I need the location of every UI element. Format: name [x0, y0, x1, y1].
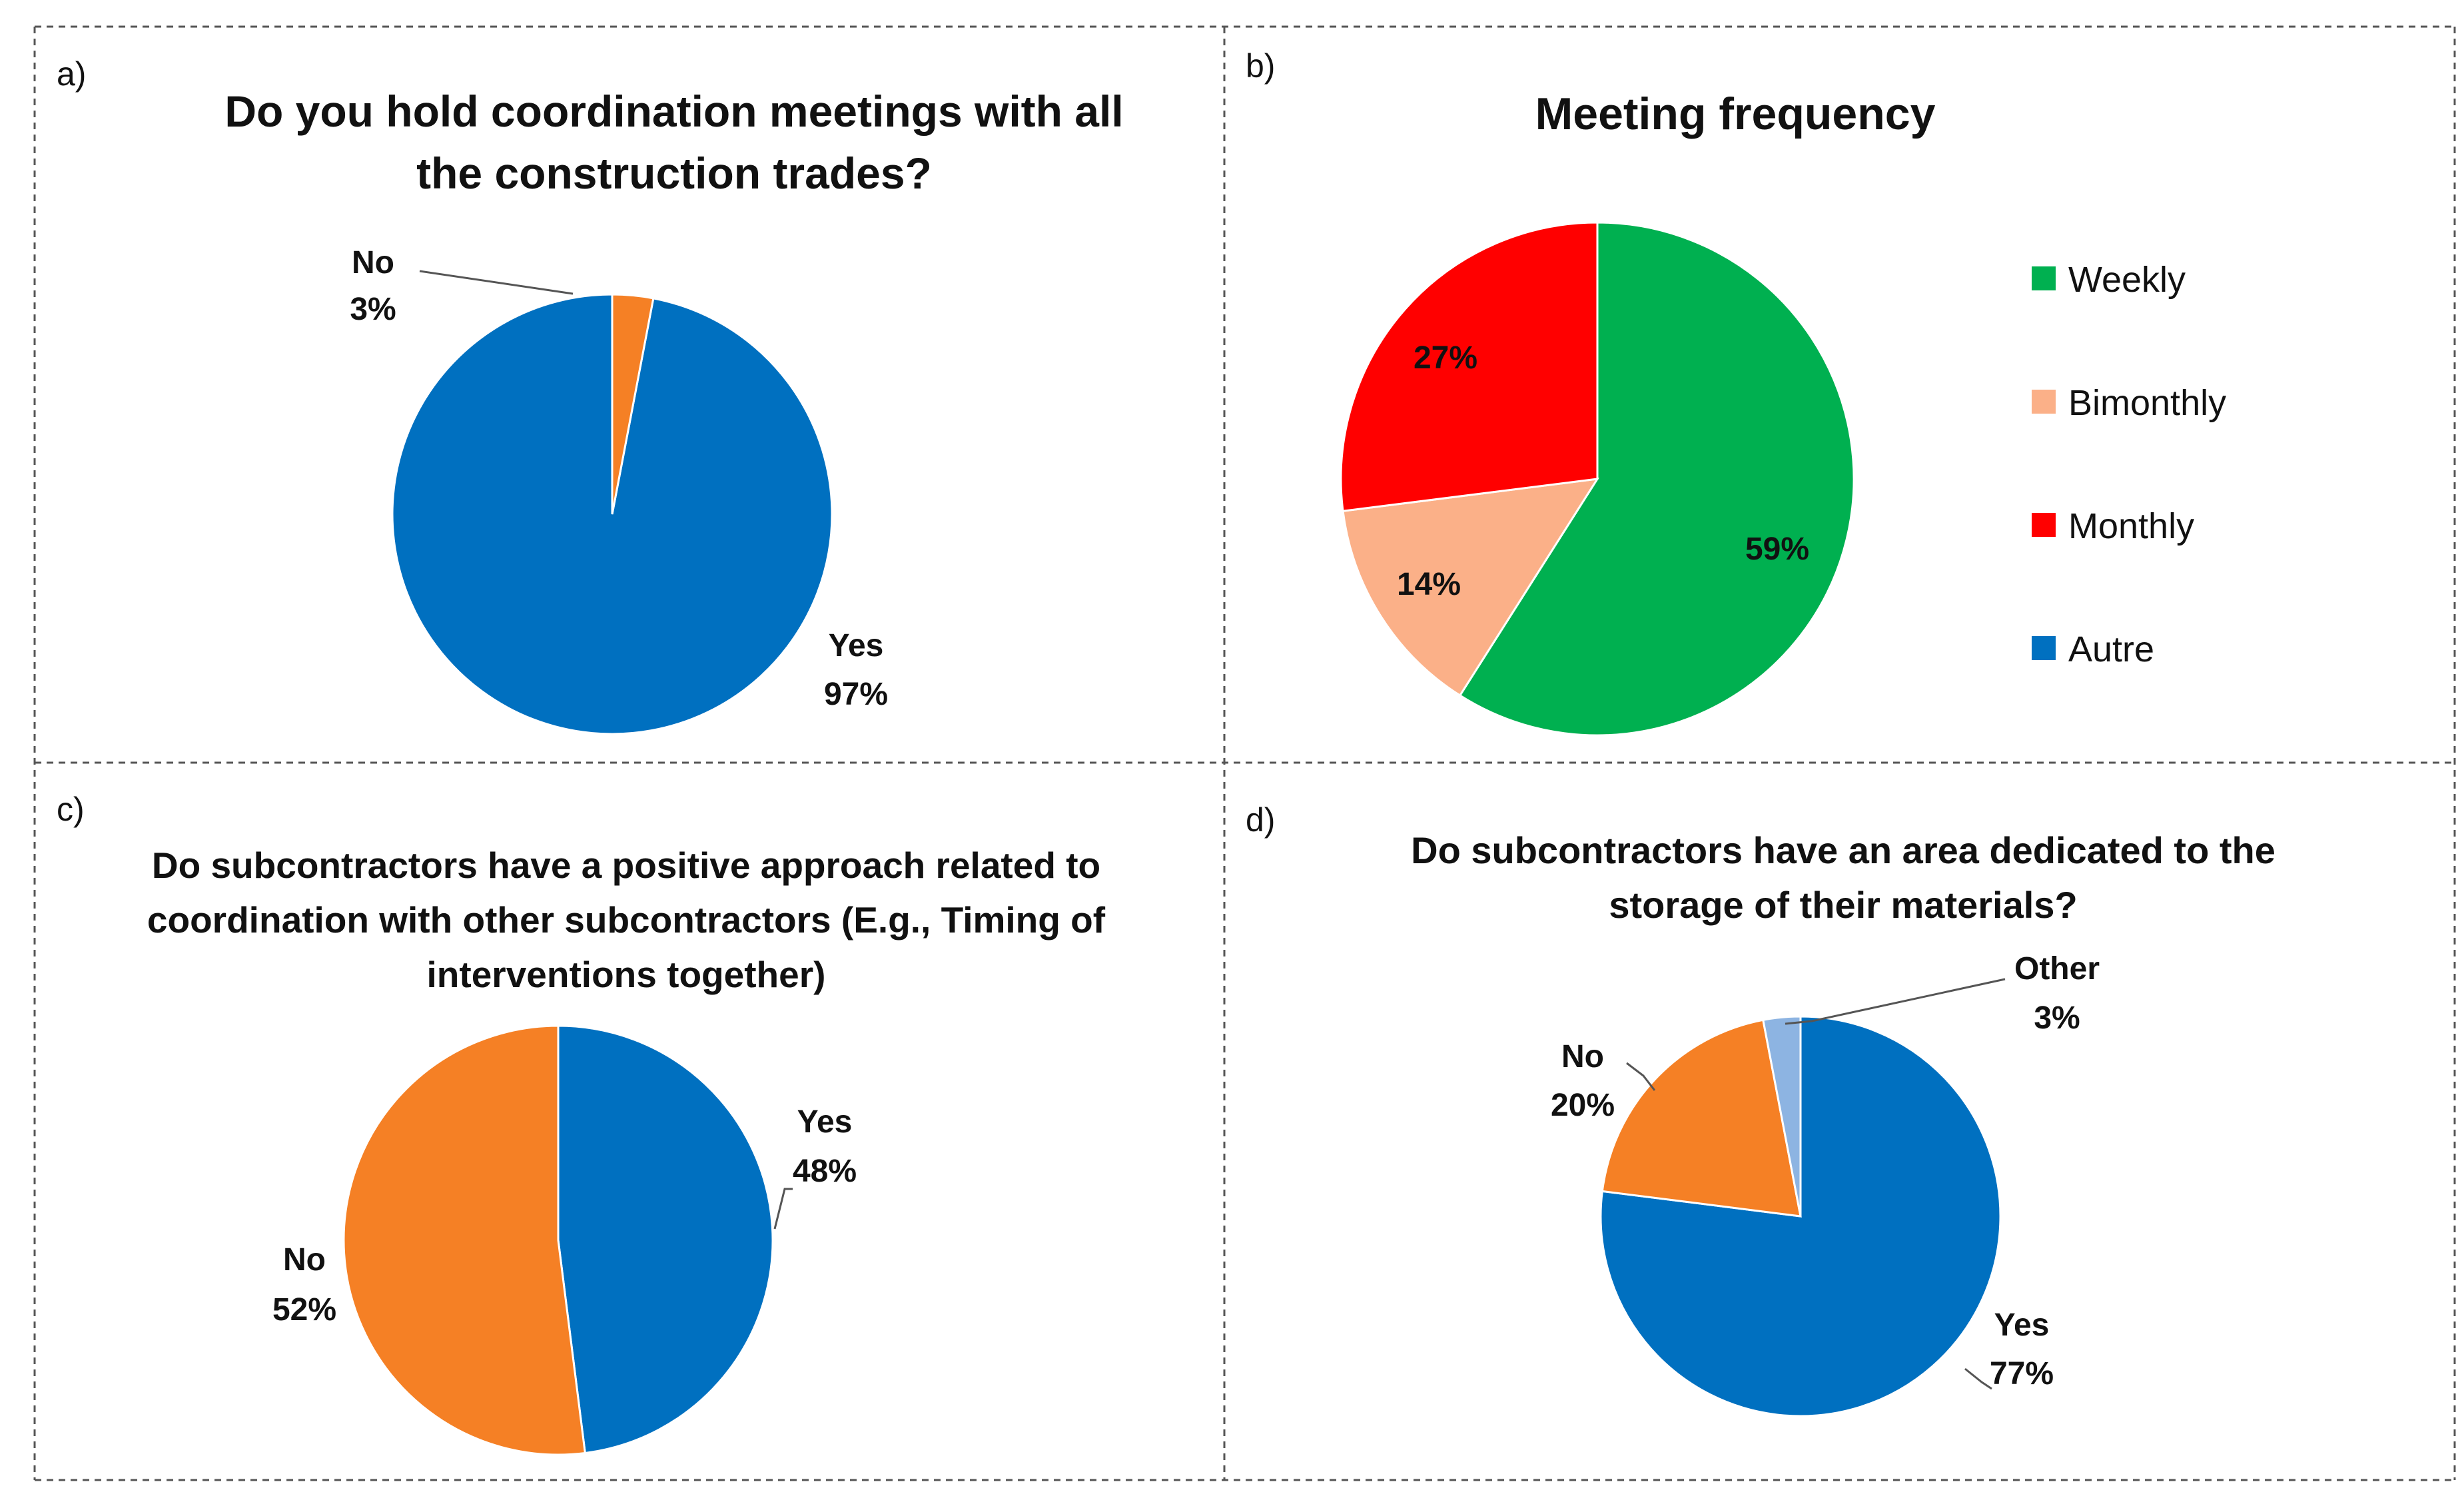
data-label-a-yes-value: 97% [824, 677, 888, 712]
data-label-a-no-value: 3% [350, 292, 396, 327]
pie-b [1340, 221, 1855, 737]
chart-title-c-line-1: Do subcontractors have a positive approa… [152, 845, 1100, 886]
panel-grid [33, 25, 2456, 1481]
legend-b: Weekly Bimonthly Monthly Autre [2032, 260, 2226, 669]
chart-title-a-line-2: the construction trades? [416, 149, 932, 198]
panel-tag-b: b) [1246, 47, 1275, 85]
leader-line-d-yes [1964, 1367, 1992, 1390]
data-label-d-no: No [1561, 1039, 1604, 1074]
chart-title-d-line-1: Do subcontractors have an area dedicated… [1411, 829, 2275, 871]
chart-panel-a: a) Do you hold coordination meetings wit… [57, 55, 1124, 735]
data-label-d-yes: Yes [1994, 1308, 2050, 1343]
data-label-a-no: No [352, 245, 394, 280]
legend-swatch-bimonthly [2032, 390, 2056, 414]
data-label-b-monthly-value: 27% [1414, 340, 1477, 376]
data-label-d-no-value: 20% [1551, 1088, 1615, 1123]
pie-a [391, 293, 833, 735]
legend-label-weekly: Weekly [2068, 260, 2186, 300]
legend-swatch-monthly [2032, 513, 2056, 537]
data-label-d-yes-value: 77% [1990, 1356, 2054, 1391]
data-label-c-no: No [283, 1242, 326, 1278]
legend-item-bimonthly: Bimonthly [2032, 383, 2226, 423]
chart-title-b: Meeting frequency [1535, 89, 1936, 139]
pie-slice-d-other [1762, 1015, 1802, 1217]
legend-label-monthly: Monthly [2068, 506, 2194, 546]
pie-d [1599, 1015, 2002, 1417]
legend-label-autre: Autre [2068, 629, 2154, 669]
chart-panel-d: d) Do subcontractors have an area dedica… [1246, 801, 2275, 1417]
panel-tag-d: d) [1246, 801, 1275, 839]
data-label-d-other-value: 3% [2034, 1000, 2080, 1036]
chart-title-d-line-2: storage of their materials? [1609, 884, 2077, 926]
pie-slice-c-yes [557, 1024, 774, 1455]
pie-slice-b-bimonthly [1342, 478, 1599, 697]
legend-swatch-weekly [2032, 266, 2056, 290]
chart-panel-c: c) Do subcontractors have a positive app… [57, 791, 1106, 1456]
data-label-c-yes-value: 48% [793, 1154, 857, 1189]
legend-item-monthly: Monthly [2032, 506, 2194, 546]
leader-line-a-no [419, 270, 574, 295]
data-label-b-bimonthly-value: 14% [1397, 567, 1461, 602]
leader-line-d-other [1785, 978, 2006, 1025]
chart-title-c-line-2: coordination with other subcontractors (… [147, 899, 1106, 941]
chart-panel-b: b) Meeting frequency 59% 14% 27% Weekly … [1246, 47, 2226, 737]
legend-swatch-autre [2032, 636, 2056, 660]
data-label-c-yes: Yes [797, 1104, 853, 1140]
legend-item-weekly: Weekly [2032, 260, 2186, 300]
panel-tag-c: c) [57, 791, 85, 828]
pie-slice-b-weekly [1458, 221, 1855, 737]
data-label-a-yes: Yes [829, 628, 884, 663]
legend-label-bimonthly: Bimonthly [2068, 383, 2226, 423]
legend-item-autre: Autre [2032, 629, 2154, 669]
data-label-c-no-value: 52% [272, 1292, 336, 1327]
data-label-b-weekly-value: 59% [1745, 532, 1809, 567]
data-label-d-other: Other [2014, 951, 2100, 986]
pie-slice-d-no [1601, 1018, 1802, 1218]
pie-slice-c-no [342, 1024, 587, 1456]
pie-slice-b-monthly [1340, 221, 1599, 512]
leader-line-c-yes [773, 1188, 793, 1230]
pie-c [342, 1024, 774, 1456]
leader-line-d-no [1626, 1062, 1656, 1091]
pie-slice-a-no [611, 293, 655, 515]
chart-title-c-line-3: interventions together) [427, 954, 826, 995]
chart-title-a-line-1: Do you hold coordination meetings with a… [224, 87, 1123, 136]
panel-tag-a: a) [57, 55, 86, 93]
